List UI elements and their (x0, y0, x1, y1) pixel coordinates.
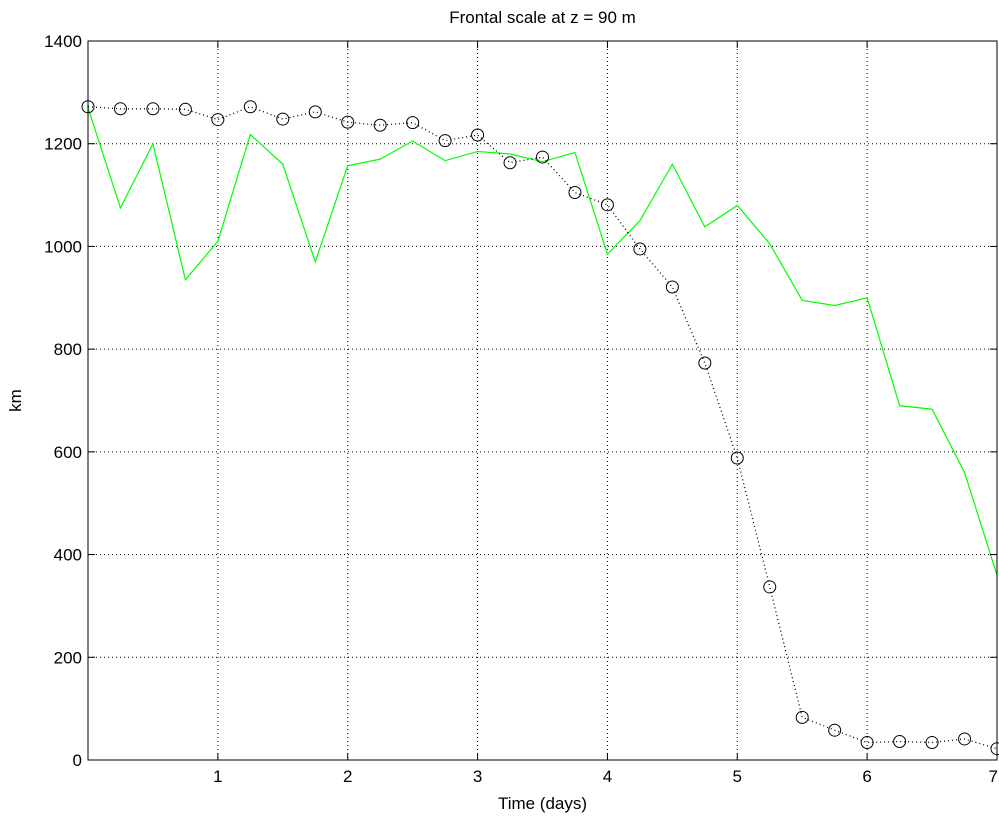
data-point (308, 105, 322, 119)
data-point (958, 732, 972, 746)
data-point (211, 113, 225, 127)
data-point (893, 735, 907, 749)
x-axis-label: Time (days) (498, 794, 587, 813)
data-point (503, 156, 517, 170)
data-point (243, 100, 257, 114)
data-point (633, 242, 647, 256)
y-tick-label: 600 (54, 443, 82, 462)
data-point (730, 451, 744, 465)
x-tick-label: 2 (343, 767, 352, 786)
data-point (665, 280, 679, 294)
x-tick-label: 5 (733, 767, 742, 786)
y-tick-label: 800 (54, 340, 82, 359)
data-point (536, 150, 549, 164)
y-tick-label: 1200 (44, 135, 82, 154)
y-tick-label: 0 (73, 751, 82, 770)
data-point (276, 112, 290, 126)
data-point (795, 710, 809, 724)
data-point (438, 134, 452, 148)
y-axis-label: km (6, 389, 25, 412)
data-point (373, 118, 387, 132)
chart-title: Frontal scale at z = 90 m (449, 8, 636, 27)
data-point (860, 736, 874, 750)
x-tick-label: 1 (213, 767, 222, 786)
plot-frame (87, 40, 998, 761)
data-point (341, 115, 355, 129)
x-tick-label: 7 (989, 767, 998, 786)
series-line-0 (87, 107, 998, 576)
data-point (471, 128, 485, 142)
ticks: 1 2 3 4 5 6 7 0 200 400 600 800 1000 1200 1400 (44, 32, 998, 786)
x-tick-label: 6 (862, 767, 871, 786)
data-point (925, 736, 939, 750)
x-tick-label: 4 (603, 767, 612, 786)
data-point (698, 356, 712, 370)
y-tick-label: 1000 (44, 237, 82, 256)
data-point (406, 116, 420, 130)
y-tick-label: 200 (54, 648, 82, 667)
data-point (763, 580, 777, 594)
data-point (600, 198, 614, 212)
y-tick-label: 400 (54, 546, 82, 565)
x-tick-label: 3 (473, 767, 482, 786)
data-point (178, 102, 192, 116)
data-point (146, 102, 160, 116)
data-point (568, 186, 582, 200)
y-tick-label: 1400 (44, 32, 82, 51)
data-point (113, 102, 127, 116)
data-point (828, 723, 842, 737)
